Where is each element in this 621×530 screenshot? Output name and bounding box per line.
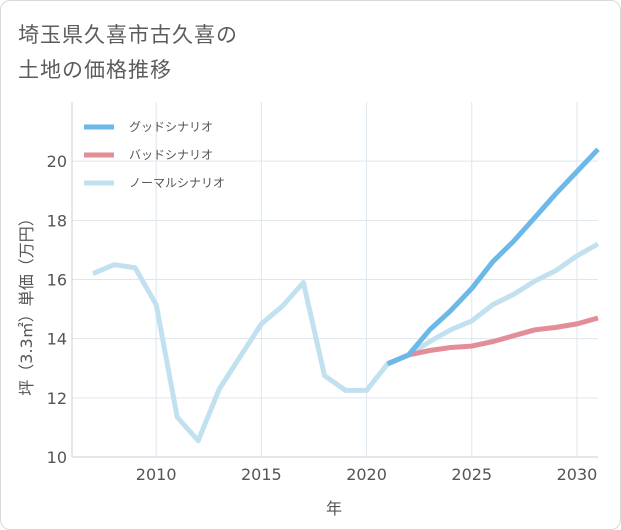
legend-label-1: バッドシナリオ xyxy=(129,148,213,162)
y-tick-label: 12 xyxy=(47,389,67,408)
title-line-2: 土地の価格推移 xyxy=(18,58,172,82)
legend-label-2: ノーマルシナリオ xyxy=(129,176,225,190)
title-line-1: 埼玉県久喜市古久喜の xyxy=(18,23,238,47)
series-line-1 xyxy=(386,315,599,367)
y-axis-label: 坪（3.3㎡）単価（万円） xyxy=(17,210,36,395)
y-tick-label: 14 xyxy=(47,330,67,349)
y-tick-label: 18 xyxy=(47,211,67,230)
x-tick-label: 2025 xyxy=(451,465,492,484)
axes: 2010 2015 2020 2025 2030 10 12 14 16 18 20 xyxy=(47,102,598,484)
legend-label-0: グッドシナリオ xyxy=(129,120,213,134)
x-tick-label: 2015 xyxy=(241,465,282,484)
x-tick-label: 2010 xyxy=(136,465,177,484)
series-lines xyxy=(92,147,600,444)
x-tick-label: 2020 xyxy=(346,465,387,484)
series-line-0 xyxy=(386,147,600,367)
y-tick-label: 16 xyxy=(47,271,67,290)
y-tick-label: 10 xyxy=(47,448,67,467)
y-tick-label: 20 xyxy=(47,152,67,171)
x-axis-label: 年 xyxy=(326,499,342,518)
page-title: 埼玉県久喜市古久喜の 土地の価格推移 xyxy=(18,18,238,88)
x-tick-label: 2030 xyxy=(557,465,598,484)
series-line-2 xyxy=(92,241,600,444)
